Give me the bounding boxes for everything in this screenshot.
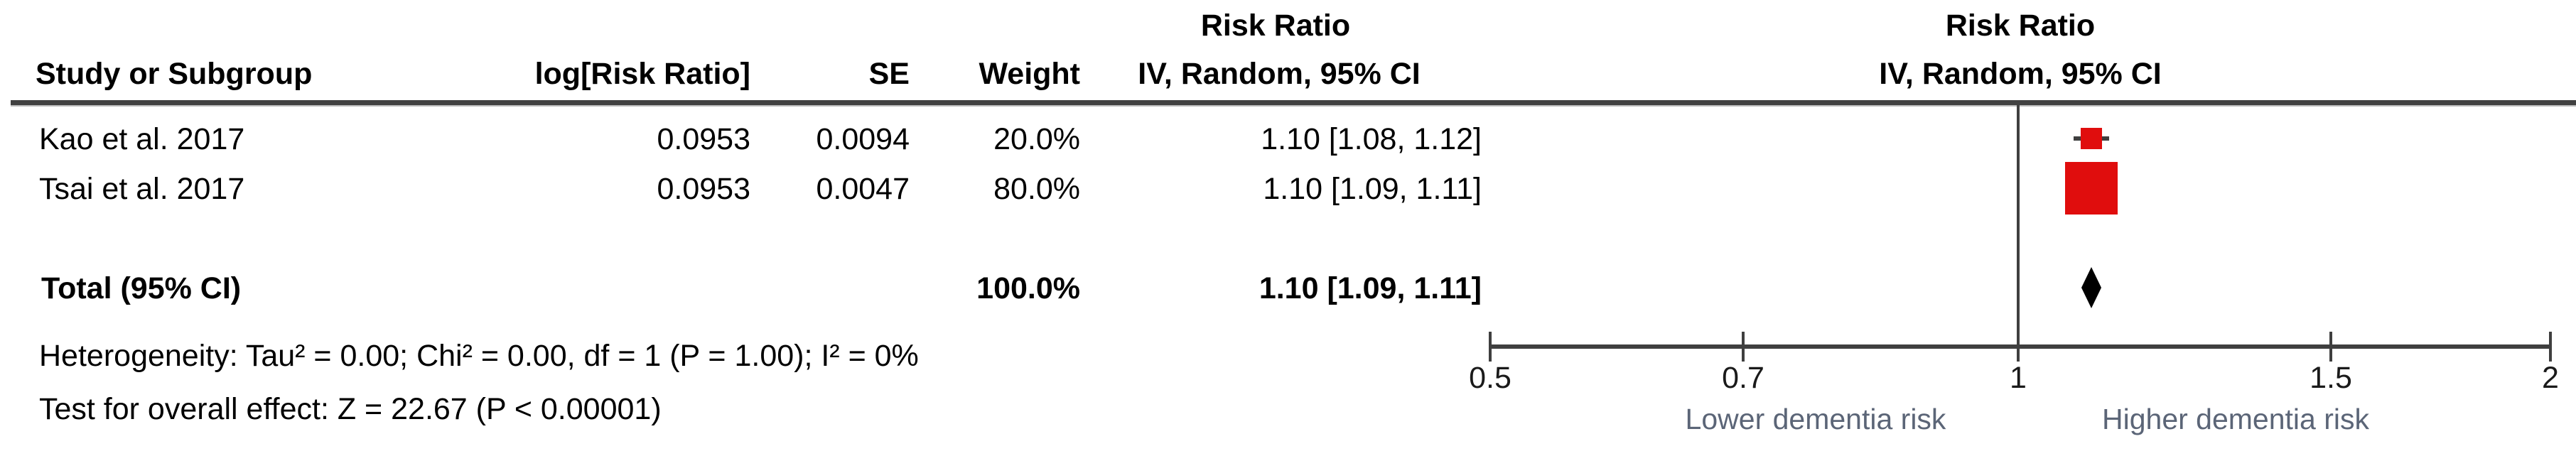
total-row-label: Total (95% CI) [41,271,242,305]
study-row-weight: 20.0% [993,122,1080,156]
x-axis-tick-label: 2 [2542,361,2559,395]
x-axis-line [1490,344,2552,349]
null-effect-line [2017,105,2020,347]
x-axis-tick [2549,332,2552,362]
total-row-weight: 100.0% [976,271,1080,305]
weight-square-kao [2081,128,2102,149]
study-row-log-rr: 0.0953 [657,172,750,206]
column-header-se: SE [868,57,910,91]
overall-effect-note: Test for overall effect: Z = 22.67 (P < … [39,392,662,426]
study-row-ci: 1.10 [1.09, 1.11] [1263,172,1482,206]
plot-effect-title: Risk Ratio [1945,9,2096,43]
column-header-ci-table: IV, Random, 95% CI [1138,57,1421,91]
study-row-weight: 80.0% [993,172,1080,206]
pooled-effect-diamond [2081,267,2101,308]
study-row-se: 0.0047 [816,172,910,206]
table-effect-title: Risk Ratio [1200,9,1351,43]
header-divider-rule [11,100,2576,107]
heterogeneity-note: Heterogeneity: Tau² = 0.00; Chi² = 0.00,… [39,339,919,373]
column-header-ci-plot: IV, Random, 95% CI [1879,57,2162,91]
study-row-ci: 1.10 [1.08, 1.12] [1261,122,1482,156]
x-axis-tick [2329,332,2332,362]
direction-label-lower: Lower dementia risk [1685,403,1946,435]
x-axis-tick [1742,332,1745,362]
study-row-name: Kao et al. 2017 [39,122,245,156]
x-axis-tick-label: 1 [2010,361,2027,395]
x-axis-tick-label: 1.5 [2310,361,2352,395]
study-row-se: 0.0094 [816,122,910,156]
x-axis-tick-label: 0.7 [1722,361,1764,395]
x-axis-tick [1489,332,1492,362]
column-header-study: Study or Subgroup [36,57,313,91]
study-row-log-rr: 0.0953 [657,122,750,156]
study-row-name: Tsai et al. 2017 [39,172,245,206]
x-axis-tick-label: 0.5 [1469,361,1511,395]
x-axis-tick [2017,332,2020,362]
weight-square-tsai [2065,162,2118,215]
total-row-ci: 1.10 [1.09, 1.11] [1259,271,1482,305]
column-header-weight: Weight [979,57,1080,91]
direction-label-higher: Higher dementia risk [2102,403,2369,435]
column-header-log-risk-ratio: log[Risk Ratio] [534,57,750,91]
